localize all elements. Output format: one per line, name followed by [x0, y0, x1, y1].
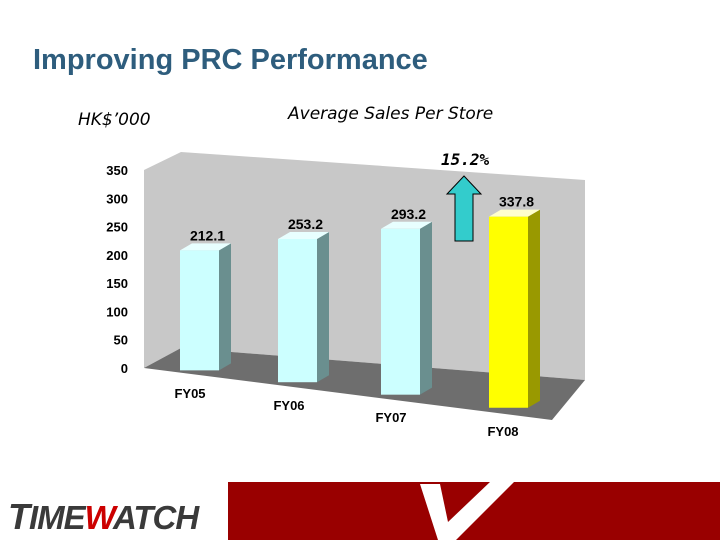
data-label: 337.8	[499, 194, 534, 210]
data-label: 212.1	[190, 227, 225, 243]
x-category-label: FY05	[174, 386, 205, 401]
footer-bar	[228, 482, 720, 540]
bar-front	[278, 238, 317, 383]
bar-FY08	[489, 209, 540, 408]
bar-FY07	[381, 221, 432, 395]
x-category-label: FY06	[273, 398, 304, 413]
footer-logo: TIMEWATCH	[8, 496, 199, 537]
bar-front	[180, 250, 219, 371]
y-tick-label: 250	[106, 220, 128, 235]
chart-floor	[144, 348, 585, 420]
y-tick-label: 0	[121, 361, 128, 376]
data-label: 293.2	[391, 206, 426, 222]
footer-checkmark-icon	[420, 482, 514, 540]
y-tick-label: 300	[106, 191, 128, 206]
unit-label: HK$’000	[78, 110, 151, 130]
bar-FY05	[180, 243, 231, 371]
bar-FY06	[278, 231, 329, 383]
bar-front	[381, 228, 420, 395]
data-label: 253.2	[288, 216, 323, 232]
x-category-label: FY07	[375, 410, 406, 425]
bar-front	[489, 216, 528, 408]
y-tick-label: 50	[114, 333, 128, 348]
growth-label: 15.2%	[441, 150, 490, 169]
slide-title: Improving PRC Performance	[33, 44, 428, 76]
x-category-label: FY08	[487, 424, 518, 439]
chart-title: Average Sales Per Store	[288, 104, 494, 124]
chart-back-wall	[144, 152, 585, 380]
y-tick-label: 350	[106, 163, 128, 178]
sales-bar-chart: 0 50 100 150 200 250 300 350 212.1 253.2 293.2 337…	[106, 152, 585, 439]
y-tick-label: 200	[106, 248, 128, 263]
y-tick-label: 150	[106, 276, 128, 291]
up-arrow-icon	[445, 175, 483, 242]
y-tick-label: 100	[106, 304, 128, 319]
logo-mark-letter: W	[84, 499, 114, 536]
